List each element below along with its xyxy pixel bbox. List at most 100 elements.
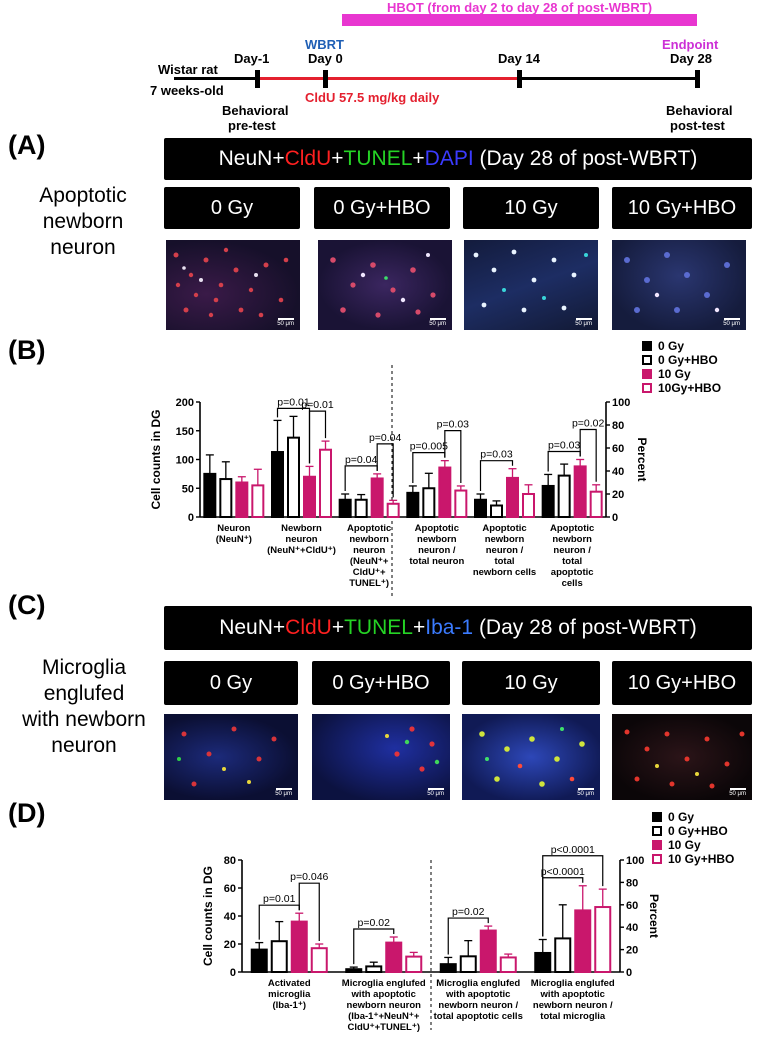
panel-b-legend-label-2: 10 Gy bbox=[658, 367, 691, 381]
subject-label: Wistar rat bbox=[158, 62, 218, 77]
chart-d-bar-2-2 bbox=[479, 929, 497, 973]
panel-b-legend-10gy: 10 Gy bbox=[642, 367, 721, 381]
panel-a-stain-header: NeuN+ CldU + TUNEL + DAPI (Day 28 of post-WBR… bbox=[164, 138, 752, 180]
chart-d-ytick-label-3: 60 bbox=[224, 883, 236, 895]
chart-b-xlabel-4-0: Apoptotic bbox=[482, 523, 526, 534]
panel-a-side-line2: newborn bbox=[42, 210, 124, 233]
panel-b-letter: (B) bbox=[8, 335, 46, 365]
chart-d-xlabel-2-3: total apoptotic cells bbox=[434, 1011, 523, 1022]
chart-b-sig-label-1: p=0.01 bbox=[301, 399, 334, 411]
chart-d-xlabel-2-2: newborn neuron / bbox=[438, 1000, 518, 1011]
chart-b-bar-3-0 bbox=[406, 491, 420, 518]
legend-swatch-magenta-outline-d bbox=[652, 854, 662, 864]
chart-d-y2tick-label-5: 100 bbox=[626, 855, 644, 867]
chart-d-sig-label-2: p=0.02 bbox=[358, 917, 391, 929]
chart-d-sig-label-0: p=0.01 bbox=[263, 893, 296, 905]
chart-b-bar-4-1 bbox=[490, 504, 503, 518]
panel-c-scale-text-0gy: 50 μm bbox=[275, 791, 292, 797]
tick-day14 bbox=[517, 70, 522, 88]
stain-day-c: (Day 28 of post-WBRT) bbox=[473, 616, 697, 639]
panel-a-micrograph-0gy-cells bbox=[173, 247, 289, 318]
chart-b-xlabel-1-1: neuron bbox=[285, 534, 317, 545]
panel-b-legend-label-0: 0 Gy bbox=[658, 339, 685, 353]
chart-b-y2label: Percent bbox=[635, 437, 649, 481]
chart-d-bar-1-0 bbox=[345, 968, 363, 973]
chart-b-xlabel-2-1: newborn bbox=[349, 534, 389, 545]
chart-d-xlabel-3-3: total microglia bbox=[540, 1011, 606, 1022]
chart-b-sig-bracket-6 bbox=[479, 460, 514, 491]
stain-neun: NeuN+ bbox=[218, 147, 285, 170]
chart-b-bar-0-0 bbox=[203, 472, 217, 518]
chart-b-bar-2-1 bbox=[354, 498, 368, 518]
legend-swatch-black bbox=[642, 341, 652, 351]
panel-a-group-10gy-hbo: 10 Gy+HBO bbox=[612, 187, 752, 229]
panel-c-micrograph-10gy-hbo-cells bbox=[624, 729, 745, 789]
chart-d-bar-1-3 bbox=[405, 955, 423, 974]
chart-b-bar-1-0 bbox=[271, 451, 284, 518]
panel-a-micrograph-0gy: 50 μm bbox=[166, 240, 300, 330]
chart-b-ytick-label-3: 150 bbox=[176, 426, 194, 438]
chart-d-xlabel-1-2: newborn neuron bbox=[347, 1000, 422, 1011]
chart-d-sig-bracket-2 bbox=[353, 928, 395, 965]
panel-c-group-10gy: 10 Gy bbox=[462, 661, 600, 705]
chart-b-sig-bracket-8 bbox=[579, 428, 597, 482]
chart-d-sig-label-3: p=0.02 bbox=[452, 906, 485, 918]
stain-tunel: TUNEL bbox=[343, 147, 413, 170]
chart-d-xlabel-3-1: with apoptotic bbox=[540, 989, 605, 1000]
chart-d-bar-3-1 bbox=[554, 937, 572, 973]
chart-d-sig-bracket-5 bbox=[542, 855, 604, 937]
chart-b-xlabel-5-5: cells bbox=[562, 578, 583, 589]
chart-d-bar-0-0 bbox=[250, 948, 268, 974]
chart-b-bar-0-3 bbox=[251, 484, 265, 518]
chart-b-sig-label-6: p=0.03 bbox=[480, 449, 513, 461]
chart-b-sig-label-2: p=0.04 bbox=[345, 454, 378, 466]
chart-b-xlabel-1-2: (NeuN⁺+CldU⁺) bbox=[267, 545, 336, 556]
chart-b-bar-4-3 bbox=[522, 493, 535, 518]
legend-swatch-magenta-outline bbox=[642, 383, 652, 393]
panel-d-legend-label-0: 0 Gy bbox=[668, 810, 695, 824]
chart-b-y2tick-label-5: 100 bbox=[612, 397, 630, 409]
panel-c-group-0gy: 0 Gy bbox=[164, 661, 298, 705]
chart-b-bar-3-2 bbox=[438, 466, 452, 519]
panel-c-group-10gy-hbo: 10 Gy+HBO bbox=[612, 661, 752, 705]
panel-c-scale-text-0gy-hbo: 50 μm bbox=[427, 791, 444, 797]
panel-c-scale-0gy: 50 μm bbox=[275, 788, 292, 797]
chart-d-y2tick-label-2: 40 bbox=[626, 922, 638, 934]
chart-d-ytick-label-0: 0 bbox=[230, 967, 236, 979]
panel-c-scale-text-10gy: 50 μm bbox=[577, 791, 594, 797]
panel-c-letter: (C) bbox=[8, 590, 46, 620]
timeline-line-red bbox=[258, 77, 520, 80]
chart-b-bar-4-2 bbox=[506, 476, 519, 518]
chart-b-y2tick-label-1: 20 bbox=[612, 489, 624, 501]
tick-day0 bbox=[323, 70, 328, 88]
stain-neun-c: NeuN+ bbox=[219, 616, 286, 639]
chart-b-bar-2-3 bbox=[386, 502, 400, 518]
chart-b-xlabel-4-4: newborn cells bbox=[473, 567, 536, 578]
chart-d-xlabel-1-4: CldU⁺+TUNEL⁺) bbox=[347, 1022, 420, 1033]
chart-b-xlabel-2-3: (NeuN⁺+ bbox=[350, 556, 389, 567]
panel-b-legend-10gy-hbo: 10Gy+HBO bbox=[642, 381, 721, 395]
panel-a-side-line3: neuron bbox=[50, 236, 116, 259]
panel-d-legend-0gy-hbo: 0 Gy+HBO bbox=[652, 824, 734, 838]
day-minus1-label: Day-1 bbox=[234, 51, 270, 66]
panel-a-scale-text-0gy-hbo: 50 μm bbox=[429, 321, 446, 327]
chart-d-xlabel-1-1: with apoptotic bbox=[351, 989, 416, 1000]
chart-b-bar-5-0 bbox=[541, 484, 555, 518]
chart-b-ytick-label-2: 100 bbox=[176, 455, 194, 467]
chart-d-y2tick-label-1: 20 bbox=[626, 945, 638, 957]
legend-swatch-magenta-d bbox=[652, 840, 662, 850]
chart-b-bar-4-0 bbox=[474, 498, 487, 518]
chart-d-bar-0-1 bbox=[270, 940, 288, 973]
panel-c-micrograph-10gy-cells bbox=[479, 727, 585, 787]
chart-d-bar-2-3 bbox=[499, 956, 517, 974]
chart-b-xlabel-2-4: CldU⁺+ bbox=[353, 567, 386, 578]
panel-c-scale-0gy-hbo: 50 μm bbox=[427, 788, 444, 797]
chart-b-xlabel-4-2: neuron / bbox=[486, 545, 524, 556]
chart-b-xlabel-5-0: Apoptotic bbox=[550, 523, 594, 534]
legend-swatch-white-d bbox=[652, 826, 662, 836]
chart-b-bar-1-1 bbox=[287, 436, 300, 518]
panel-a-scale-text-0gy: 50 μm bbox=[277, 321, 294, 327]
stain-plus2-c: + bbox=[412, 616, 426, 639]
chart-b-sig-bracket-3 bbox=[376, 443, 394, 498]
stain-dapi: DAPI bbox=[424, 147, 474, 170]
